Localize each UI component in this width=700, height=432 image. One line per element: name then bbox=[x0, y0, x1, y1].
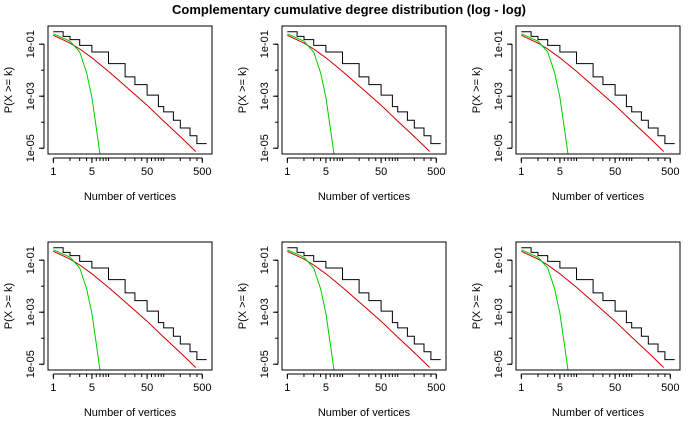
poisson-line bbox=[287, 249, 335, 371]
y-tick-label: 1e-05 bbox=[25, 134, 37, 162]
y-tick-label: 1e-01 bbox=[259, 246, 271, 274]
panel-grid: 1 5 50 500 Number of vertices 1e-01 1e-03 1e-05… bbox=[3, 25, 681, 419]
panel-1: 1 5 50 500 Number of vertices 1e-01 1e-03 1e-05… bbox=[3, 25, 213, 203]
x-tick-label: 1 bbox=[50, 166, 56, 178]
x-tick-label: 1 bbox=[284, 382, 290, 394]
y-axis: 1e-01 1e-03 1e-05 P(X >= k) bbox=[471, 30, 513, 162]
x-tick-label: 50 bbox=[141, 382, 153, 394]
y-tick-label: 1e-05 bbox=[493, 134, 505, 162]
y-axis: 1e-01 1e-03 1e-05 P(X >= k) bbox=[3, 246, 45, 378]
plot-frame bbox=[47, 25, 213, 155]
x-tick-label: 1 bbox=[518, 382, 524, 394]
x-tick-label: 5 bbox=[89, 382, 95, 394]
y-axis-label: P(X >= k) bbox=[471, 283, 483, 329]
y-tick-label: 1e-01 bbox=[25, 30, 37, 58]
y-tick-label: 1e-01 bbox=[25, 246, 37, 274]
x-tick-label: 5 bbox=[557, 166, 563, 178]
y-axis: 1e-01 1e-03 1e-05 P(X >= k) bbox=[237, 30, 279, 162]
y-tick-label: 1e-05 bbox=[259, 350, 271, 378]
figure-title: Complementary cumulative degree distribu… bbox=[172, 2, 526, 17]
x-axis: 1 5 50 500 Number of vertices bbox=[50, 157, 211, 203]
plot-frame bbox=[515, 241, 681, 371]
x-tick-label: 500 bbox=[661, 382, 679, 394]
x-tick-label: 500 bbox=[193, 166, 211, 178]
y-axis-label: P(X >= k) bbox=[237, 283, 249, 329]
x-tick-label: 500 bbox=[427, 166, 445, 178]
x-axis-label: Number of vertices bbox=[318, 407, 411, 419]
plot-frame bbox=[281, 25, 447, 155]
poisson-line bbox=[287, 33, 335, 155]
y-tick-label: 1e-03 bbox=[25, 82, 37, 110]
poisson-line bbox=[521, 249, 569, 371]
x-axis-label: Number of vertices bbox=[552, 407, 645, 419]
plot-frame bbox=[515, 25, 681, 155]
x-tick-label: 500 bbox=[427, 382, 445, 394]
empirical-line bbox=[53, 31, 207, 145]
x-tick-label: 5 bbox=[323, 382, 329, 394]
y-tick-label: 1e-01 bbox=[493, 30, 505, 58]
poisson-line bbox=[53, 249, 101, 371]
panel-4: 1 5 50 500 Number of vertices 1e-01 1e-03 1e-05… bbox=[3, 241, 213, 419]
x-tick-label: 500 bbox=[661, 166, 679, 178]
x-axis: 1 5 50 500 Number of vertices bbox=[518, 373, 679, 419]
y-tick-label: 1e-05 bbox=[493, 350, 505, 378]
x-tick-label: 1 bbox=[518, 166, 524, 178]
poisson-line bbox=[53, 33, 101, 155]
y-tick-label: 1e-03 bbox=[25, 298, 37, 326]
y-tick-label: 1e-01 bbox=[493, 246, 505, 274]
panel-3: 1 5 50 500 Number of vertices 1e-01 1e-03 1e-05… bbox=[471, 25, 681, 203]
empirical-line bbox=[53, 247, 207, 361]
y-tick-label: 1e-03 bbox=[259, 82, 271, 110]
y-axis-label: P(X >= k) bbox=[3, 67, 15, 113]
x-tick-label: 50 bbox=[375, 382, 387, 394]
y-axis-label: P(X >= k) bbox=[237, 67, 249, 113]
y-axis-label: P(X >= k) bbox=[3, 283, 15, 329]
empirical-line bbox=[287, 247, 441, 361]
y-tick-label: 1e-05 bbox=[259, 134, 271, 162]
x-axis-label: Number of vertices bbox=[84, 191, 177, 203]
x-tick-label: 5 bbox=[323, 166, 329, 178]
empirical-line bbox=[287, 31, 441, 145]
y-tick-label: 1e-03 bbox=[493, 298, 505, 326]
y-axis: 1e-01 1e-03 1e-05 P(X >= k) bbox=[3, 30, 45, 162]
x-axis-label: Number of vertices bbox=[318, 191, 411, 203]
plot-frame bbox=[281, 241, 447, 371]
x-tick-label: 500 bbox=[193, 382, 211, 394]
panel-6: 1 5 50 500 Number of vertices 1e-01 1e-03 1e-05… bbox=[471, 241, 681, 419]
plot-frame bbox=[47, 241, 213, 371]
y-axis: 1e-01 1e-03 1e-05 P(X >= k) bbox=[237, 246, 279, 378]
x-axis-label: Number of vertices bbox=[552, 191, 645, 203]
x-tick-label: 50 bbox=[609, 382, 621, 394]
y-tick-label: 1e-03 bbox=[493, 82, 505, 110]
y-tick-label: 1e-01 bbox=[259, 30, 271, 58]
x-axis: 1 5 50 500 Number of vertices bbox=[284, 157, 445, 203]
x-axis-label: Number of vertices bbox=[84, 407, 177, 419]
empirical-line bbox=[521, 247, 675, 361]
x-axis: 1 5 50 500 Number of vertices bbox=[518, 157, 679, 203]
x-tick-label: 5 bbox=[89, 166, 95, 178]
x-tick-label: 50 bbox=[141, 166, 153, 178]
panel-2: 1 5 50 500 Number of vertices 1e-01 1e-03 1e-05… bbox=[237, 25, 447, 203]
x-tick-label: 1 bbox=[50, 382, 56, 394]
x-tick-label: 5 bbox=[557, 382, 563, 394]
panel-5: 1 5 50 500 Number of vertices 1e-01 1e-03 1e-05… bbox=[237, 241, 447, 419]
x-axis: 1 5 50 500 Number of vertices bbox=[284, 373, 445, 419]
y-tick-label: 1e-05 bbox=[25, 350, 37, 378]
x-tick-label: 50 bbox=[375, 166, 387, 178]
x-tick-label: 1 bbox=[284, 166, 290, 178]
y-tick-label: 1e-03 bbox=[259, 298, 271, 326]
x-axis: 1 5 50 500 Number of vertices bbox=[50, 373, 211, 419]
y-axis: 1e-01 1e-03 1e-05 P(X >= k) bbox=[471, 246, 513, 378]
poisson-line bbox=[521, 33, 569, 155]
y-axis-label: P(X >= k) bbox=[471, 67, 483, 113]
empirical-line bbox=[521, 31, 675, 145]
x-tick-label: 50 bbox=[609, 166, 621, 178]
